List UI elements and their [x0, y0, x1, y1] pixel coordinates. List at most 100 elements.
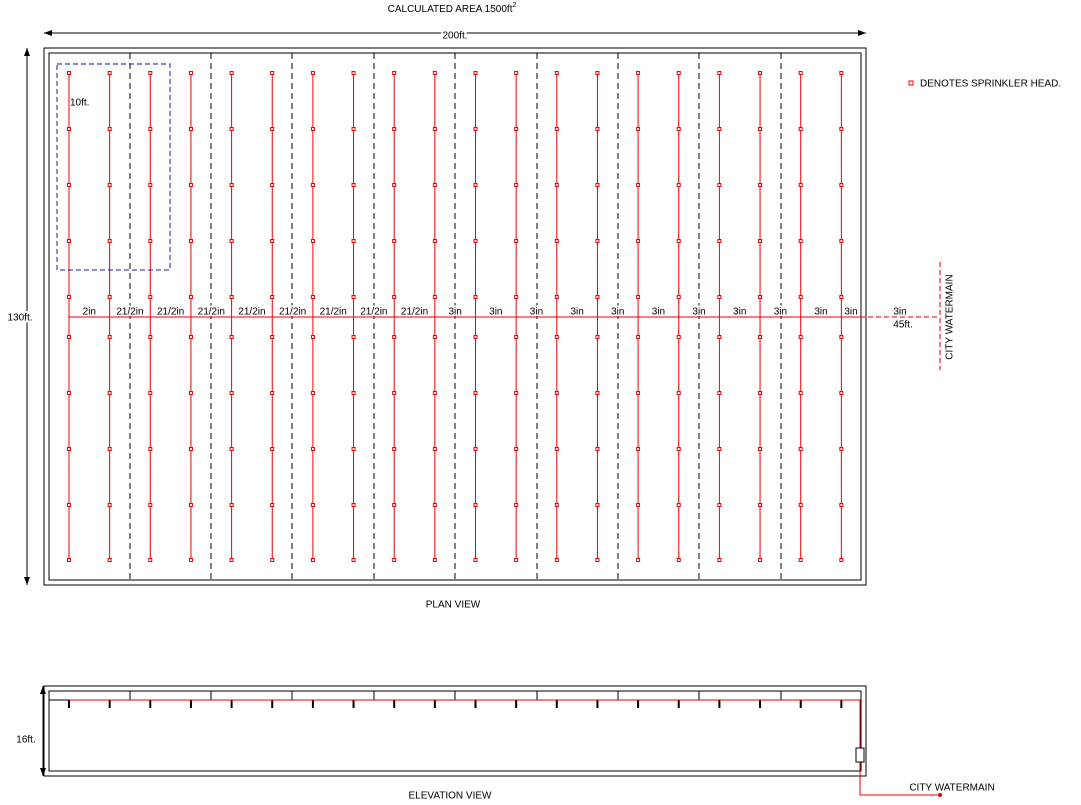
sprinkler-head: [676, 183, 681, 187]
sprinkler-head: [229, 239, 234, 243]
sprinkler-head: [188, 239, 193, 243]
sprinkler-head: [351, 295, 356, 299]
sprinkler-head: [148, 295, 153, 299]
sprinkler-head: [473, 391, 478, 395]
sprinkler-head: [636, 558, 641, 562]
sprinkler-head: [798, 127, 803, 131]
sprinkler-head: [392, 183, 397, 187]
elev-caption: ELEVATION VIEW: [409, 791, 493, 802]
sprinkler-head: [717, 295, 722, 299]
sprinkler-head: [717, 183, 722, 187]
sprinkler-head: [676, 71, 681, 75]
sprinkler-head: [148, 391, 153, 395]
sprinkler-head: [839, 335, 844, 339]
sprinkler-head: [351, 558, 356, 562]
sprinkler-head: [839, 71, 844, 75]
pipe-size: 3in: [774, 307, 787, 318]
sprinkler-head: [270, 295, 275, 299]
sprinkler-head: [758, 295, 763, 299]
sprinkler-head: [188, 183, 193, 187]
pipe-size: 3in: [530, 307, 543, 318]
pipe-size: 3in: [692, 307, 705, 318]
sprinkler-head: [188, 447, 193, 451]
sprinkler-head: [67, 295, 71, 299]
pipe-size: 3in: [570, 307, 583, 318]
sprinkler-head: [636, 127, 641, 131]
sprinkler-head: [229, 391, 234, 395]
sprinkler-head: [188, 71, 193, 75]
sprinkler-head: [148, 447, 153, 451]
sprinkler-head: [636, 335, 641, 339]
sprinkler-head: [148, 239, 153, 243]
sprinkler-head: [188, 295, 193, 299]
sprinkler-head: [351, 239, 356, 243]
sprinkler-head: [188, 127, 193, 131]
plan-caption: PLAN VIEW: [426, 600, 481, 611]
sprinkler-head: [229, 335, 234, 339]
sprinkler-head: [514, 447, 519, 451]
pipe-size: 21/2in: [320, 307, 347, 318]
pipe-size: 3in: [893, 307, 906, 318]
sprinkler-head: [473, 127, 478, 131]
sprinkler-head: [554, 239, 559, 243]
pipe-size: 3in: [814, 307, 827, 318]
sprinkler-head: [717, 503, 722, 507]
sprinkler-head: [148, 503, 153, 507]
sprinkler-head: [636, 503, 641, 507]
sprinkler-head: [67, 558, 71, 562]
sprinkler-head: [229, 503, 234, 507]
sprinkler-head: [758, 335, 763, 339]
sprinkler-head: [595, 239, 600, 243]
sprinkler-head: [67, 391, 71, 395]
sprinkler-head: [107, 335, 112, 339]
elev-watermain-point: [938, 793, 942, 797]
pipe-size: 21/2in: [157, 307, 184, 318]
sprinkler-head: [595, 335, 600, 339]
sprinkler-head: [310, 71, 315, 75]
sprinkler-head: [310, 127, 315, 131]
sprinkler-head: [351, 127, 356, 131]
sprinkler-head: [717, 239, 722, 243]
sprinkler-head: [758, 71, 763, 75]
sprinkler-head: [798, 71, 803, 75]
sprinkler-head: [392, 127, 397, 131]
pipe-size: 3in: [733, 307, 746, 318]
pipe-size: 3in: [489, 307, 502, 318]
sprinkler-head: [107, 295, 112, 299]
sprinkler-head: [351, 183, 356, 187]
sprinkler-head: [432, 503, 437, 507]
legend-symbol: [908, 80, 914, 86]
sprinkler-head: [310, 503, 315, 507]
sprinkler-head: [67, 503, 71, 507]
sprinkler-head: [107, 183, 112, 187]
sprinkler-head: [67, 183, 71, 187]
sprinkler-head: [514, 295, 519, 299]
sprinkler-head: [270, 447, 275, 451]
sprinkler-head: [839, 391, 844, 395]
sprinkler-head: [270, 71, 275, 75]
sprinkler-head: [514, 71, 519, 75]
sprinkler-head: [67, 335, 71, 339]
sprinkler-head: [798, 335, 803, 339]
design-zone: [56, 63, 171, 271]
sprinkler-head: [432, 295, 437, 299]
sprinkler-head: [188, 503, 193, 507]
sprinkler-head: [636, 391, 641, 395]
plan-grid: [67, 53, 860, 580]
sprinkler-head: [676, 558, 681, 562]
pipe-size: 3in: [611, 307, 624, 318]
sprinkler-head: [392, 503, 397, 507]
sprinkler-head: [310, 391, 315, 395]
sprinkler-head: [270, 391, 275, 395]
sprinkler-head: [717, 447, 722, 451]
sprinkler-head: [229, 295, 234, 299]
sprinkler-head: [676, 335, 681, 339]
sprinkler-head: [595, 183, 600, 187]
sprinkler-head: [67, 447, 71, 451]
sprinkler-head: [270, 183, 275, 187]
sprinkler-head: [595, 295, 600, 299]
main-length: 45ft.: [893, 320, 912, 331]
width-label: 200ft.: [442, 31, 467, 42]
sprinkler-head: [839, 295, 844, 299]
